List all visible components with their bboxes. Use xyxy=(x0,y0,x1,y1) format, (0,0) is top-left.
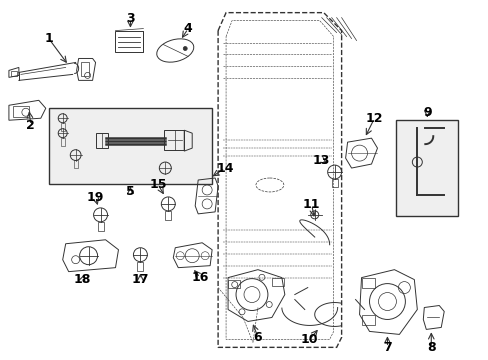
Text: 13: 13 xyxy=(312,154,330,167)
Text: 9: 9 xyxy=(422,106,431,119)
Text: 11: 11 xyxy=(303,198,320,211)
Bar xyxy=(331,179,337,187)
Bar xyxy=(61,138,64,146)
Bar xyxy=(11,71,17,76)
Bar xyxy=(74,161,78,168)
Bar xyxy=(165,211,171,220)
Text: 2: 2 xyxy=(26,119,35,132)
Bar xyxy=(61,123,64,131)
Text: 18: 18 xyxy=(74,273,91,286)
Text: 14: 14 xyxy=(216,162,233,175)
Text: 16: 16 xyxy=(191,271,208,284)
Text: 15: 15 xyxy=(149,179,167,192)
Bar xyxy=(13,106,29,117)
Bar xyxy=(137,262,143,271)
Bar xyxy=(81,62,88,76)
Bar xyxy=(164,130,184,150)
Text: 6: 6 xyxy=(253,331,262,344)
Bar xyxy=(227,280,240,288)
Text: 19: 19 xyxy=(87,192,104,204)
Bar xyxy=(271,278,283,285)
Bar xyxy=(49,108,212,184)
Bar xyxy=(361,315,375,325)
Text: 8: 8 xyxy=(426,341,435,354)
Text: 7: 7 xyxy=(382,341,391,354)
Bar xyxy=(115,31,143,53)
Text: 5: 5 xyxy=(126,185,135,198)
Bar xyxy=(361,278,375,288)
Bar xyxy=(95,133,107,148)
Circle shape xyxy=(183,46,187,50)
Text: 4: 4 xyxy=(183,22,192,35)
Text: 12: 12 xyxy=(365,112,383,125)
Bar xyxy=(98,222,103,231)
Text: 10: 10 xyxy=(301,333,318,346)
Bar xyxy=(396,120,457,216)
Text: 3: 3 xyxy=(126,12,135,25)
Text: 1: 1 xyxy=(44,32,53,45)
Text: 17: 17 xyxy=(131,273,149,286)
